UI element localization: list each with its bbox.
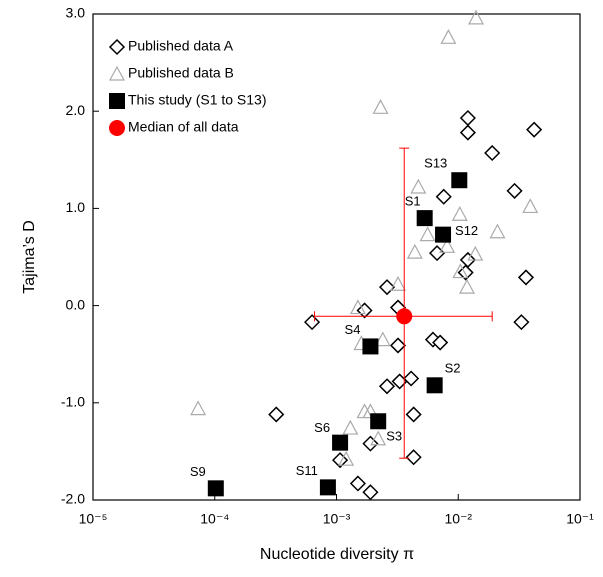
triangle-point bbox=[419, 226, 436, 242]
square-point bbox=[370, 413, 387, 430]
square-point bbox=[362, 338, 379, 355]
triangle-point bbox=[389, 275, 407, 291]
diamond-point bbox=[506, 182, 523, 199]
diamond-point bbox=[268, 406, 285, 423]
x-tick-label: 10⁻⁴ bbox=[200, 511, 229, 527]
triangle-point bbox=[190, 400, 207, 416]
square-point bbox=[416, 210, 433, 227]
triangle-point bbox=[410, 178, 427, 194]
x-tick-label: 10⁻⁵ bbox=[79, 511, 108, 527]
legend-marker bbox=[109, 120, 125, 136]
triangle-point bbox=[439, 238, 456, 253]
point-label: S11 bbox=[296, 463, 318, 478]
legend-label: This study (S1 to S13) bbox=[128, 92, 267, 108]
diamond-point bbox=[513, 314, 530, 331]
diamond-point bbox=[459, 124, 476, 141]
square-point bbox=[319, 479, 336, 496]
diamond-point bbox=[378, 378, 396, 395]
point-label: S9 bbox=[190, 464, 206, 479]
square-point bbox=[332, 434, 349, 451]
triangle-point bbox=[468, 9, 485, 25]
diamond-point bbox=[349, 475, 366, 492]
triangle-point bbox=[372, 99, 389, 114]
y-tick-label: 0.0 bbox=[66, 296, 86, 312]
y-tick-label: -1.0 bbox=[61, 394, 85, 410]
triangle-point bbox=[467, 245, 484, 261]
diamond-point bbox=[405, 406, 422, 423]
triangle-point bbox=[458, 278, 476, 294]
point-label: S3 bbox=[386, 429, 402, 444]
square-point bbox=[451, 172, 468, 189]
diamond-point bbox=[435, 188, 452, 205]
legend-marker bbox=[108, 65, 126, 81]
diamond-point bbox=[526, 121, 543, 138]
diamond-point bbox=[429, 245, 446, 262]
x-tick-label: 10⁻² bbox=[444, 511, 472, 527]
y-tick-label: 1.0 bbox=[66, 199, 86, 215]
triangle-point bbox=[452, 263, 469, 279]
square-point bbox=[435, 226, 452, 243]
triangle-point bbox=[489, 223, 506, 239]
point-label: S1 bbox=[405, 194, 421, 209]
x-tick-label: 10⁻¹ bbox=[566, 511, 594, 527]
x-axis-title: Nucleotide diversity π bbox=[260, 546, 414, 563]
y-tick-label: -2.0 bbox=[61, 491, 85, 507]
square-point bbox=[426, 377, 443, 394]
diamond-point bbox=[362, 435, 379, 452]
triangle-point bbox=[338, 450, 355, 466]
diamond-point bbox=[432, 334, 449, 351]
legend-label: Published data A bbox=[128, 38, 234, 54]
diamond-point bbox=[403, 370, 420, 387]
diamond-point bbox=[378, 279, 396, 296]
triangle-point bbox=[370, 430, 387, 446]
y-axis-title: Tajima’s D bbox=[21, 220, 38, 294]
diamond-point bbox=[362, 484, 379, 501]
point-label: S2 bbox=[445, 361, 461, 376]
diamond-point bbox=[484, 144, 501, 162]
diamond-point bbox=[356, 302, 373, 319]
point-label: S6 bbox=[314, 420, 330, 435]
plot-frame bbox=[92, 13, 581, 501]
square-point bbox=[207, 480, 224, 497]
x-tick-label: 10⁻³ bbox=[323, 511, 351, 527]
point-label: S13 bbox=[424, 156, 447, 171]
diamond-point bbox=[459, 109, 476, 127]
legend-marker bbox=[109, 93, 125, 109]
triangle-point bbox=[406, 243, 423, 259]
legend-label: Median of all data bbox=[128, 119, 239, 135]
legend-marker bbox=[108, 38, 126, 56]
circle-point bbox=[396, 308, 413, 325]
diamond-point bbox=[405, 449, 422, 466]
diamond-point bbox=[389, 337, 407, 354]
diamond-point bbox=[304, 314, 321, 331]
triangle-point bbox=[374, 331, 391, 347]
triangle-point bbox=[342, 419, 359, 435]
triangle-point bbox=[440, 29, 457, 44]
point-label: S12 bbox=[455, 223, 478, 238]
triangle-point bbox=[522, 198, 539, 214]
legend-label: Published data B bbox=[128, 65, 234, 81]
y-tick-label: 3.0 bbox=[66, 5, 86, 21]
triangle-point bbox=[451, 205, 468, 221]
y-tick-label: 2.0 bbox=[66, 102, 86, 118]
triangle-point bbox=[349, 299, 366, 315]
diamond-point bbox=[517, 269, 535, 286]
point-label: S4 bbox=[345, 322, 361, 337]
